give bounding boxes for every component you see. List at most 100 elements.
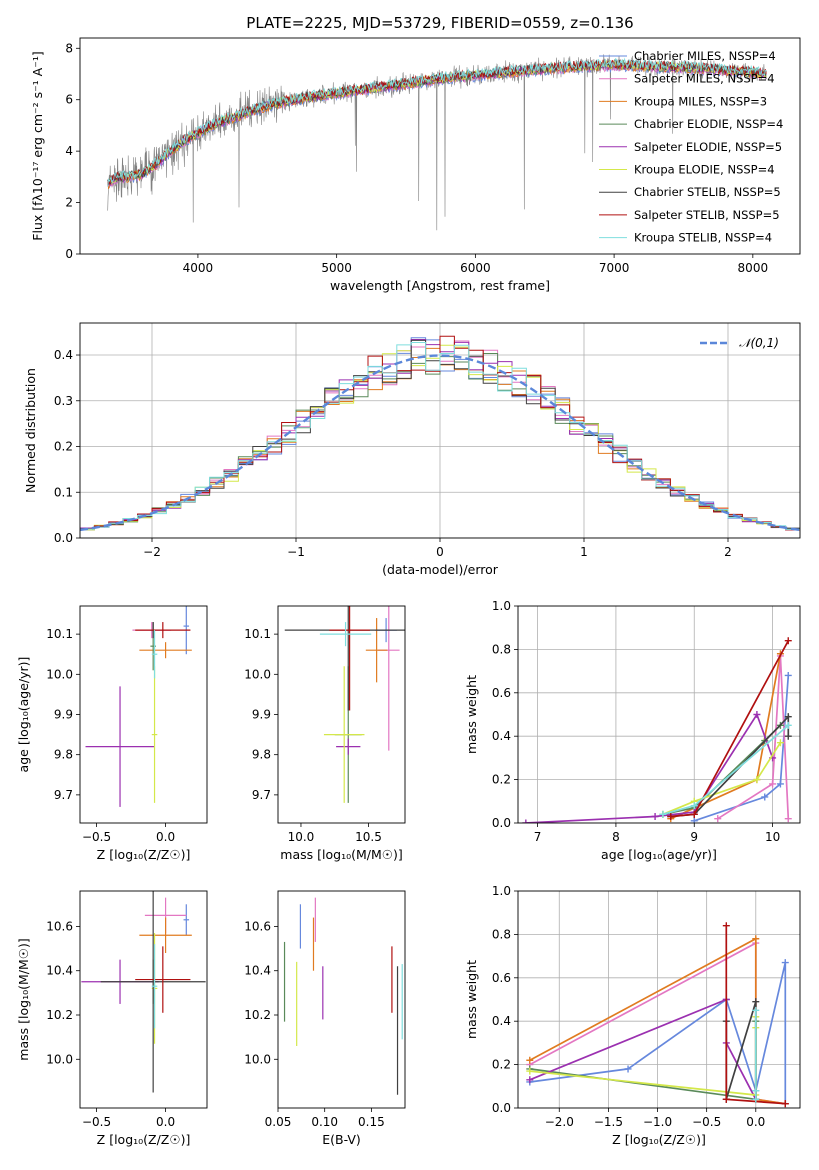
weight-marker (690, 817, 698, 823)
legend-entry: Kroupa ELODIE, NSSP=4 (634, 163, 775, 177)
x-tick-label: 0.0 (156, 1115, 175, 1129)
axes-frame (517, 890, 801, 1109)
weight-marker (752, 1095, 760, 1103)
y-tick-label: 10.4 (244, 964, 271, 978)
legend-entry: Chabrier STELIB, NSSP=5 (634, 185, 781, 199)
x-tick-label: 0.05 (265, 1115, 292, 1129)
legend-entry: Chabrier MILES, NSSP=4 (634, 49, 776, 63)
y-axis-label: age [log₁₀(age/yr)] (16, 657, 31, 773)
weight-marker (753, 711, 761, 718)
axes-frame (79, 37, 801, 255)
x-tick-label: −1.5 (594, 1115, 623, 1129)
axes-frame (79, 890, 208, 1109)
x-axis-label: age [log₁₀(age/yr)] (601, 847, 717, 862)
y-tick-label: 0.0 (492, 816, 511, 830)
mass-vs-metallicity-panel: −0.5 0.0 10.0 10.2 10.4 10.6 Z [log₁₀(Z/Z☉)] ma… (16, 890, 208, 1147)
weight-marker (690, 802, 698, 810)
weight-marker (781, 959, 789, 967)
y-axis-label: mass weight (464, 675, 479, 754)
x-tick-label: 0.0 (746, 1115, 765, 1129)
weight-marker (784, 713, 792, 721)
plot-area (283, 897, 403, 1095)
y-tick-label: 0 (65, 247, 73, 261)
weight-marker (752, 998, 760, 1006)
x-tick-label: 4000 (183, 261, 214, 275)
weight-marker (784, 721, 792, 729)
x-tick-label: −1.0 (643, 1115, 672, 1129)
plot-area (80, 323, 800, 538)
weight-line (529, 1016, 757, 1096)
weight-marker (753, 776, 761, 784)
weight-marker (526, 1076, 534, 1084)
y-tick-label: 10.4 (46, 964, 73, 978)
y-axis-label: mass weight (464, 960, 479, 1039)
y-tick-label: 9.9 (252, 708, 271, 722)
weight-marker (624, 1065, 632, 1073)
legend-entry: Kroupa STELIB, NSSP=4 (634, 231, 772, 245)
x-axis-label: Z [log₁₀(Z/Z☉)] (97, 1132, 191, 1147)
weight-line (662, 724, 789, 816)
weight-line (670, 714, 790, 818)
y-tick-label: 0.4 (492, 1014, 511, 1028)
legend-entry: Salpeter ELODIE, NSSP=5 (634, 140, 782, 154)
x-tick-label: −1 (287, 545, 305, 559)
weight-marker (784, 671, 792, 679)
weight-marker (761, 793, 769, 801)
plot-area (518, 606, 800, 823)
x-tick-label: 0.10 (311, 1115, 338, 1129)
weight-marker (690, 810, 698, 818)
x-tick-label: −2 (143, 545, 161, 559)
y-tick-label: 0.6 (492, 971, 511, 985)
legend-entry: Salpeter MILES, NSSP=4 (634, 72, 775, 86)
y-tick-label: 9.7 (252, 788, 271, 802)
y-tick-label: 0.2 (492, 1058, 511, 1072)
x-tick-label: −0.5 (82, 1115, 111, 1129)
y-tick-label: 10.0 (244, 667, 271, 681)
weight-line (670, 640, 790, 818)
spectrum-panel: 4000 5000 6000 7000 8000 0 2 4 6 8 wavelength [Ang… (30, 37, 801, 293)
y-tick-label: 0.1 (54, 485, 73, 499)
y-tick-label: 10.0 (244, 1052, 271, 1066)
x-tick-label: 8000 (738, 261, 769, 275)
weight-marker (781, 1100, 789, 1108)
y-tick-label: 0.4 (492, 729, 511, 743)
x-tick-label: 8 (612, 830, 620, 844)
model-spectrum (107, 57, 767, 187)
weight-line (662, 742, 782, 816)
y-tick-label: 10.2 (244, 1008, 271, 1022)
weight-marker (784, 732, 792, 740)
x-tick-label: 9 (690, 830, 698, 844)
y-tick-label: 0.3 (54, 394, 73, 408)
x-axis-label: mass [log₁₀(M/M☉)] (280, 847, 402, 862)
x-tick-label: −0.5 (692, 1115, 721, 1129)
x-tick-label: 7000 (599, 261, 630, 275)
weight-line (529, 962, 787, 1104)
legend-entry: 𝒩(0,1) (739, 336, 779, 350)
x-tick-label: 7 (534, 830, 542, 844)
x-tick-label: 5000 (321, 261, 352, 275)
weight-marker (784, 815, 792, 823)
y-tick-label: 8 (65, 41, 73, 55)
weight-marker (651, 812, 659, 820)
axes-frame (517, 605, 801, 824)
legend-entry: Salpeter STELIB, NSSP=5 (634, 208, 780, 222)
y-tick-label: 2 (65, 196, 73, 210)
weight-marker (522, 819, 530, 823)
y-tick-label: 10.2 (46, 1008, 73, 1022)
axes-frame (277, 890, 406, 1109)
x-tick-label: 0.0 (156, 830, 175, 844)
x-axis-label: wavelength [Angstrom, rest frame] (330, 278, 550, 293)
x-axis-label: Z [log₁₀(Z/Z☉)] (97, 847, 191, 862)
y-tick-label: 10.0 (46, 667, 73, 681)
y-tick-label: 1.0 (492, 599, 511, 613)
weight-marker (752, 1006, 760, 1014)
y-tick-label: 9.8 (54, 748, 73, 762)
y-tick-label: 10.1 (46, 627, 73, 641)
residual-histogram (80, 342, 800, 530)
legend-entry: Chabrier ELODIE, NSSP=4 (634, 117, 783, 131)
y-tick-label: 6 (65, 93, 73, 107)
y-tick-label: 0.0 (54, 531, 73, 545)
normal-curve (80, 354, 800, 532)
x-tick-label: 0.15 (358, 1115, 385, 1129)
